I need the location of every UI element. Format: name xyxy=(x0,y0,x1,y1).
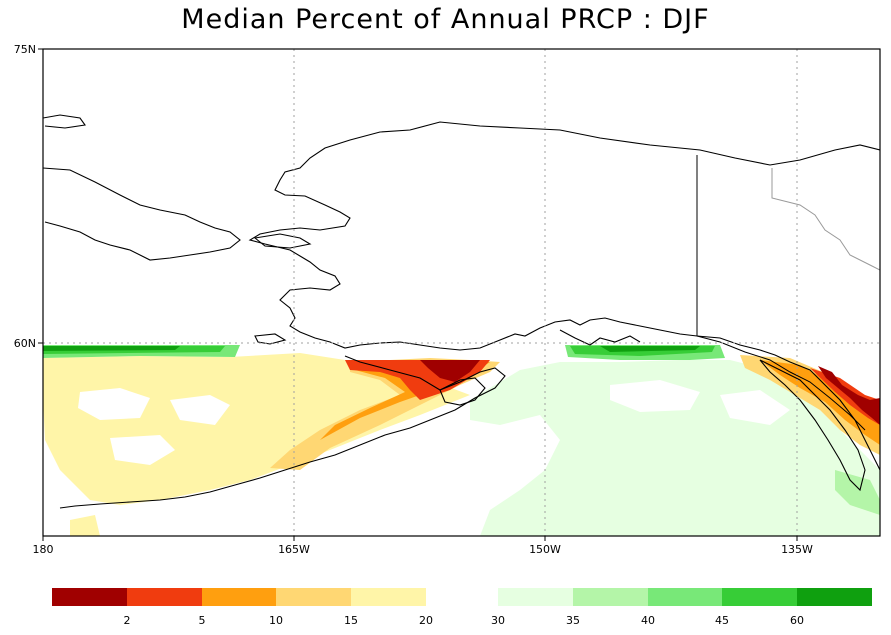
colorbar-swatch xyxy=(797,588,872,606)
lon-label-165w: 165W xyxy=(278,543,310,556)
field-15-20-b xyxy=(70,515,100,536)
field-panhandle-darkred xyxy=(818,366,880,425)
lat-label-60n: 60N xyxy=(14,337,36,350)
alaska-coast xyxy=(248,121,880,471)
panhandle-border xyxy=(696,335,866,431)
lon-label-150w: 150W xyxy=(529,543,561,556)
nunivak-island xyxy=(254,333,287,345)
wrangel-island xyxy=(43,114,86,129)
field-15-20 xyxy=(43,353,470,505)
colorbar-swatch xyxy=(127,588,202,606)
chukotka-coast xyxy=(43,167,241,261)
colorbar-label: 2 xyxy=(124,614,131,627)
colorbar-swatch xyxy=(276,588,351,606)
precip-fields xyxy=(43,345,880,536)
field-panhandle-red xyxy=(810,368,880,425)
colorbar-swatch xyxy=(351,588,426,606)
field-0-2 xyxy=(420,360,480,382)
gridlines xyxy=(43,49,880,536)
lon-label-180: 180 xyxy=(33,543,54,556)
colorbar-right: 30 35 40 45 60 xyxy=(491,588,872,627)
southeast-islands xyxy=(759,359,866,492)
colorbar-label: 45 xyxy=(715,614,729,627)
coastlines xyxy=(43,114,880,509)
colorbar-swatch xyxy=(722,588,797,606)
colorbar-label: 20 xyxy=(419,614,433,627)
colorbar-swatch xyxy=(648,588,722,606)
colorbar-left: 2 5 10 15 20 xyxy=(52,588,433,627)
yukon-nwt-border xyxy=(771,168,880,271)
lon-label-135w: 135W xyxy=(781,543,813,556)
kodiak-island xyxy=(439,377,486,406)
map-title: Median Percent of Annual PRCP : DJF xyxy=(181,4,710,35)
colorbar-label: 15 xyxy=(344,614,358,627)
colorbar-label: 60 xyxy=(790,614,804,627)
field-panhandle-orange xyxy=(760,360,880,445)
colorbar-label: 40 xyxy=(641,614,655,627)
colorbar-label: 35 xyxy=(566,614,580,627)
colorbar-swatch xyxy=(573,588,648,606)
alaska-peninsula xyxy=(59,355,506,509)
prince-william-sound xyxy=(559,329,641,346)
political-borders xyxy=(696,155,880,431)
colorbar-label: 10 xyxy=(269,614,283,627)
axis-ticks xyxy=(38,48,798,541)
st-lawrence-island xyxy=(253,233,312,249)
field-60-west xyxy=(43,346,180,351)
colorbar-swatch xyxy=(202,588,276,606)
colorbar-swatch xyxy=(52,588,127,606)
lat-label-75n: 75N xyxy=(14,43,36,56)
colorbar-label: 30 xyxy=(491,614,505,627)
field-60-east xyxy=(600,346,700,352)
map-frame xyxy=(42,48,881,537)
field-35-40 xyxy=(835,470,880,515)
colorbar-swatch xyxy=(498,588,573,606)
colorbar-label: 5 xyxy=(199,614,206,627)
